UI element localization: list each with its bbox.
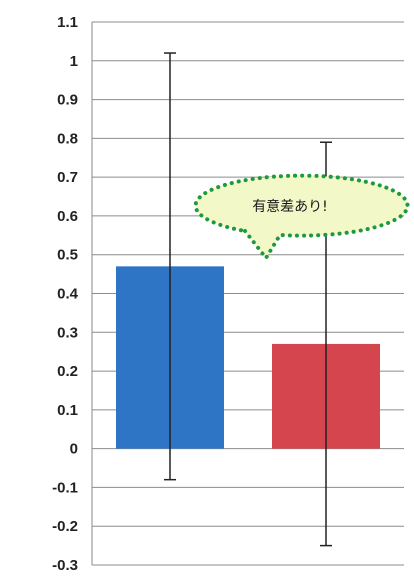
y-tick-label: 0.7 (57, 169, 78, 186)
annotation-callout: 有意差あり! (193, 173, 410, 262)
y-tick-label: 0.9 (57, 92, 78, 109)
y-tick-label: 0.5 (57, 247, 78, 264)
y-tick-label: 0.2 (57, 363, 78, 380)
y-tick-label: 0.1 (57, 402, 78, 419)
y-tick-label: 0.3 (57, 324, 78, 341)
y-axis-labels: 1.1 1 0.9 0.8 0.7 0.6 0.5 0.4 0.3 0.2 0.1 0 -0.1 -0.2… (52, 14, 79, 574)
y-tick-label: -0.2 (52, 518, 78, 535)
y-tick-label: 0.4 (57, 286, 79, 303)
y-tick-label: -0.1 (52, 479, 78, 496)
callout-label: 有意差あり! (252, 198, 328, 215)
y-tick-label: -0.3 (52, 557, 78, 574)
y-tick-label: 1.1 (57, 14, 78, 31)
y-tick-label: 0.8 (57, 130, 78, 147)
y-tick-label: 0.6 (57, 208, 78, 225)
y-tick-label: 1 (70, 53, 78, 70)
y-tick-label: 0 (70, 441, 78, 458)
callout-bubble (193, 173, 410, 262)
